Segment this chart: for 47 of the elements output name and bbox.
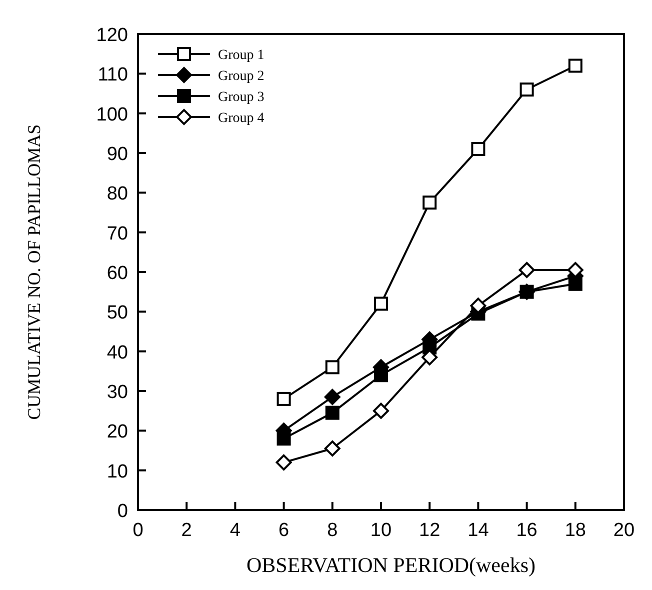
y-tick-label: 20 <box>106 422 128 443</box>
point <box>518 262 535 278</box>
x-tick-label: 8 <box>327 520 338 541</box>
point <box>374 368 388 382</box>
y-tick-label: 70 <box>106 223 128 244</box>
y-tick-label: 10 <box>106 461 128 482</box>
y-tick-label: 80 <box>106 184 128 205</box>
y-tick-label: 110 <box>98 64 128 86</box>
y-tick-label: 0 <box>117 501 128 522</box>
x-tick-label: 4 <box>230 520 241 541</box>
x-axis-title: OBSERVATION PERIOD(weeks) <box>246 553 536 577</box>
x-tick-label: 18 <box>564 520 586 541</box>
x-tick-label: 16 <box>516 520 538 541</box>
point <box>374 296 388 311</box>
point <box>568 58 582 73</box>
point <box>568 276 582 291</box>
y-tick-label: 60 <box>106 263 128 284</box>
point <box>324 440 340 457</box>
x-tick-label: 10 <box>370 520 392 541</box>
legend-label: Group 2 <box>218 69 264 84</box>
x-tick-label: 0 <box>132 520 144 541</box>
y-tick-label: 40 <box>106 342 128 364</box>
point <box>520 82 534 97</box>
point <box>520 284 534 299</box>
point <box>325 360 340 374</box>
point <box>373 402 389 419</box>
legend-label: Group 4 <box>218 111 264 126</box>
point <box>471 142 486 156</box>
point <box>276 454 292 470</box>
y-tick-label: 50 <box>106 302 128 324</box>
y-tick-label: 90 <box>106 144 128 165</box>
point <box>276 392 291 406</box>
y-tick-label: 100 <box>96 104 128 126</box>
x-tick-label: 20 <box>613 520 635 541</box>
point <box>422 196 437 210</box>
y-tick-label: 30 <box>106 382 128 403</box>
y-axis-title: CUMULATIVE NO. OF PAPILLOMAS <box>24 124 44 420</box>
x-tick-label: 2 <box>181 520 192 541</box>
y-tick-label: 120 <box>96 25 128 46</box>
point <box>325 406 340 420</box>
point <box>276 432 291 446</box>
legend-label: Group 3 <box>218 90 264 105</box>
legend-label: Group 1 <box>218 48 264 63</box>
x-tick-label: 12 <box>419 520 440 541</box>
x-tick-label: 14 <box>468 520 490 541</box>
x-tick-label: 6 <box>278 520 290 541</box>
point <box>324 388 340 405</box>
